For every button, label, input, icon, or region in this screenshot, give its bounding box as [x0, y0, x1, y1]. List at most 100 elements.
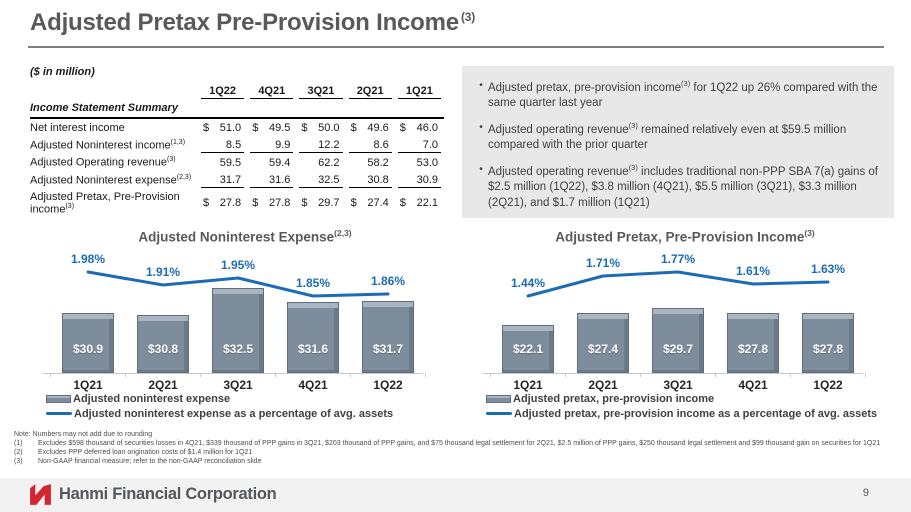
page-title-text: Adjusted Pretax Pre-Provision Income: [30, 9, 459, 36]
axis-tick: [275, 373, 276, 377]
footnote-item: (3) Non-GAAP financial measure; refer to …: [14, 458, 262, 466]
page-number: 9: [862, 487, 869, 499]
cell-value: 27.8: [219, 196, 242, 209]
x-axis: [483, 373, 863, 374]
cell-value: 59.5: [219, 156, 242, 169]
bar-1Q22: $31.7: [362, 301, 414, 373]
cell-value: 31.7: [219, 173, 242, 186]
bar-3Q21: $29.7: [652, 308, 704, 373]
cell-value: 50.0: [318, 121, 340, 134]
bar-4Q21: $27.8: [727, 313, 779, 373]
cell-value: 12.2: [318, 138, 340, 151]
cell-value: 9.9: [275, 138, 291, 151]
footnote-item: (2) Excludes PPP deferred loan originatio…: [14, 449, 253, 457]
line-value-label: 1.85%: [295, 276, 331, 290]
line-value-label: 1.77%: [660, 252, 696, 266]
bar-value-label: $27.8: [737, 342, 769, 356]
x-axis-label: 1Q21: [73, 378, 103, 392]
footnote-item: (1) Excludes $598 thousand of securities …: [14, 440, 881, 448]
axis-tick: [200, 373, 201, 377]
bullet-item: • Adjusted pretax, pre-provision income(…: [474, 79, 880, 111]
page-title-superscript: (3): [460, 10, 476, 24]
bar-4Q21: $31.6: [287, 302, 339, 373]
cell-value: 59.4: [268, 156, 291, 169]
cell-value: 8.6: [373, 138, 389, 151]
cell-value: 27.4: [367, 196, 389, 209]
table-row: Net interest income $51.0 $49.5 $50.0 $4…: [30, 121, 438, 134]
chart-title: Adjusted Pretax, Pre-Provision Income(3): [555, 228, 815, 245]
column-header: 2Q21: [348, 85, 392, 99]
bar-value-label: $27.8: [812, 342, 844, 356]
column-header: 4Q21: [250, 85, 294, 99]
legend-line-swatch: [486, 412, 512, 415]
x-axis-label: 1Q22: [813, 378, 843, 392]
x-axis-label: 1Q22: [373, 378, 403, 392]
row-label: Adjusted Operating revenue: [30, 156, 167, 169]
cell-value: 30.8: [367, 173, 389, 186]
axis-tick: [125, 373, 126, 377]
line-value-label: 1.86%: [370, 274, 406, 288]
table-row: Adjusted Noninterest expense(2,3) 31.7 3…: [30, 171, 444, 189]
section-label: Income Statement Summary: [30, 100, 444, 119]
company-name: Hanmi Financial Corporation: [59, 485, 277, 503]
units-label: ($ in million): [30, 66, 95, 78]
axis-tick: [865, 373, 866, 377]
legend-label: Adjusted pretax, pre-provision income: [513, 392, 715, 405]
cell-value: 62.2: [318, 156, 340, 169]
column-header: 1Q22: [201, 85, 245, 99]
row-label: Adjusted Pretax, Pre-Provision income: [30, 190, 180, 216]
bullet-item: • Adjusted operating revenue(3) includes…: [474, 163, 880, 210]
company-logo: Hanmi Financial Corporation: [28, 482, 277, 507]
legend-label: Adjusted noninterest expense as a percen…: [74, 407, 394, 420]
bullet-marker: •: [479, 164, 483, 176]
legend-item: Adjusted pretax, pre-provision income: [486, 391, 877, 406]
legend-bar-swatch: [486, 394, 511, 403]
footnotes: Note: Numbers may not add due to roundin…: [14, 430, 900, 466]
cell-value: 22.1: [416, 196, 438, 209]
bar-value-label: $27.4: [587, 342, 619, 356]
bar-value-label: $30.9: [72, 342, 104, 356]
bar-value-label: $31.7: [372, 342, 404, 356]
legend-item: Adjusted noninterest expense: [46, 391, 393, 406]
cell-value: 8.5: [225, 138, 242, 151]
axis-tick: [565, 373, 566, 377]
table-row: Adjusted Pretax, Pre-Provision income(3)…: [30, 190, 438, 216]
bar-2Q21: $30.8: [137, 315, 189, 373]
axis-tick: [490, 373, 491, 377]
cell-value: 51.0: [219, 121, 242, 134]
table-section-row: Income Statement Summary: [30, 100, 444, 119]
x-axis-label: 2Q21: [148, 378, 178, 392]
legend-label: Adjusted noninterest expense: [73, 392, 231, 405]
hanmi-logo-icon: [30, 484, 51, 505]
axis-tick: [425, 373, 426, 377]
chart-title: Adjusted Noninterest Expense(2,3): [138, 228, 352, 245]
bar-value-label: $31.6: [297, 342, 329, 356]
chart-legend: Adjusted noninterest expense Adjusted no…: [46, 391, 393, 421]
chart-legend: Adjusted pretax, pre-provision income Ad…: [486, 391, 877, 421]
cell-value: 27.8: [268, 196, 291, 209]
legend-bar-swatch: [46, 394, 71, 403]
x-axis-label: 3Q21: [663, 378, 693, 392]
axis-tick: [715, 373, 716, 377]
axis-tick: [50, 373, 51, 377]
cell-value: 49.5: [268, 121, 291, 134]
cell-value: 31.6: [268, 173, 291, 186]
axis-tick: [640, 373, 641, 377]
column-header: 1Q21: [397, 85, 441, 99]
bullet-marker: •: [479, 80, 483, 91]
footnote-note: Note: Numbers may not add due to roundin…: [14, 431, 153, 438]
line-value-label: 1.95%: [220, 258, 256, 272]
x-axis-label: 2Q21: [588, 378, 618, 392]
bar-value-label: $22.1: [512, 342, 544, 356]
table-row: Adjusted Operating revenue(3) 59.5 59.4 …: [30, 156, 438, 169]
x-axis-label: 1Q21: [513, 378, 543, 392]
bar-2Q21: $27.4: [577, 313, 629, 373]
cell-value: 30.9: [416, 173, 438, 186]
cell-value: 32.5: [318, 173, 340, 186]
cell-value: 53.0: [416, 156, 438, 169]
highlights-panel: • Adjusted pretax, pre-provision income(…: [462, 66, 894, 218]
axis-tick: [790, 373, 791, 377]
line-value-label: 1.44%: [510, 276, 546, 290]
bullet-item: • Adjusted operating revenue(3) remained…: [474, 121, 880, 153]
